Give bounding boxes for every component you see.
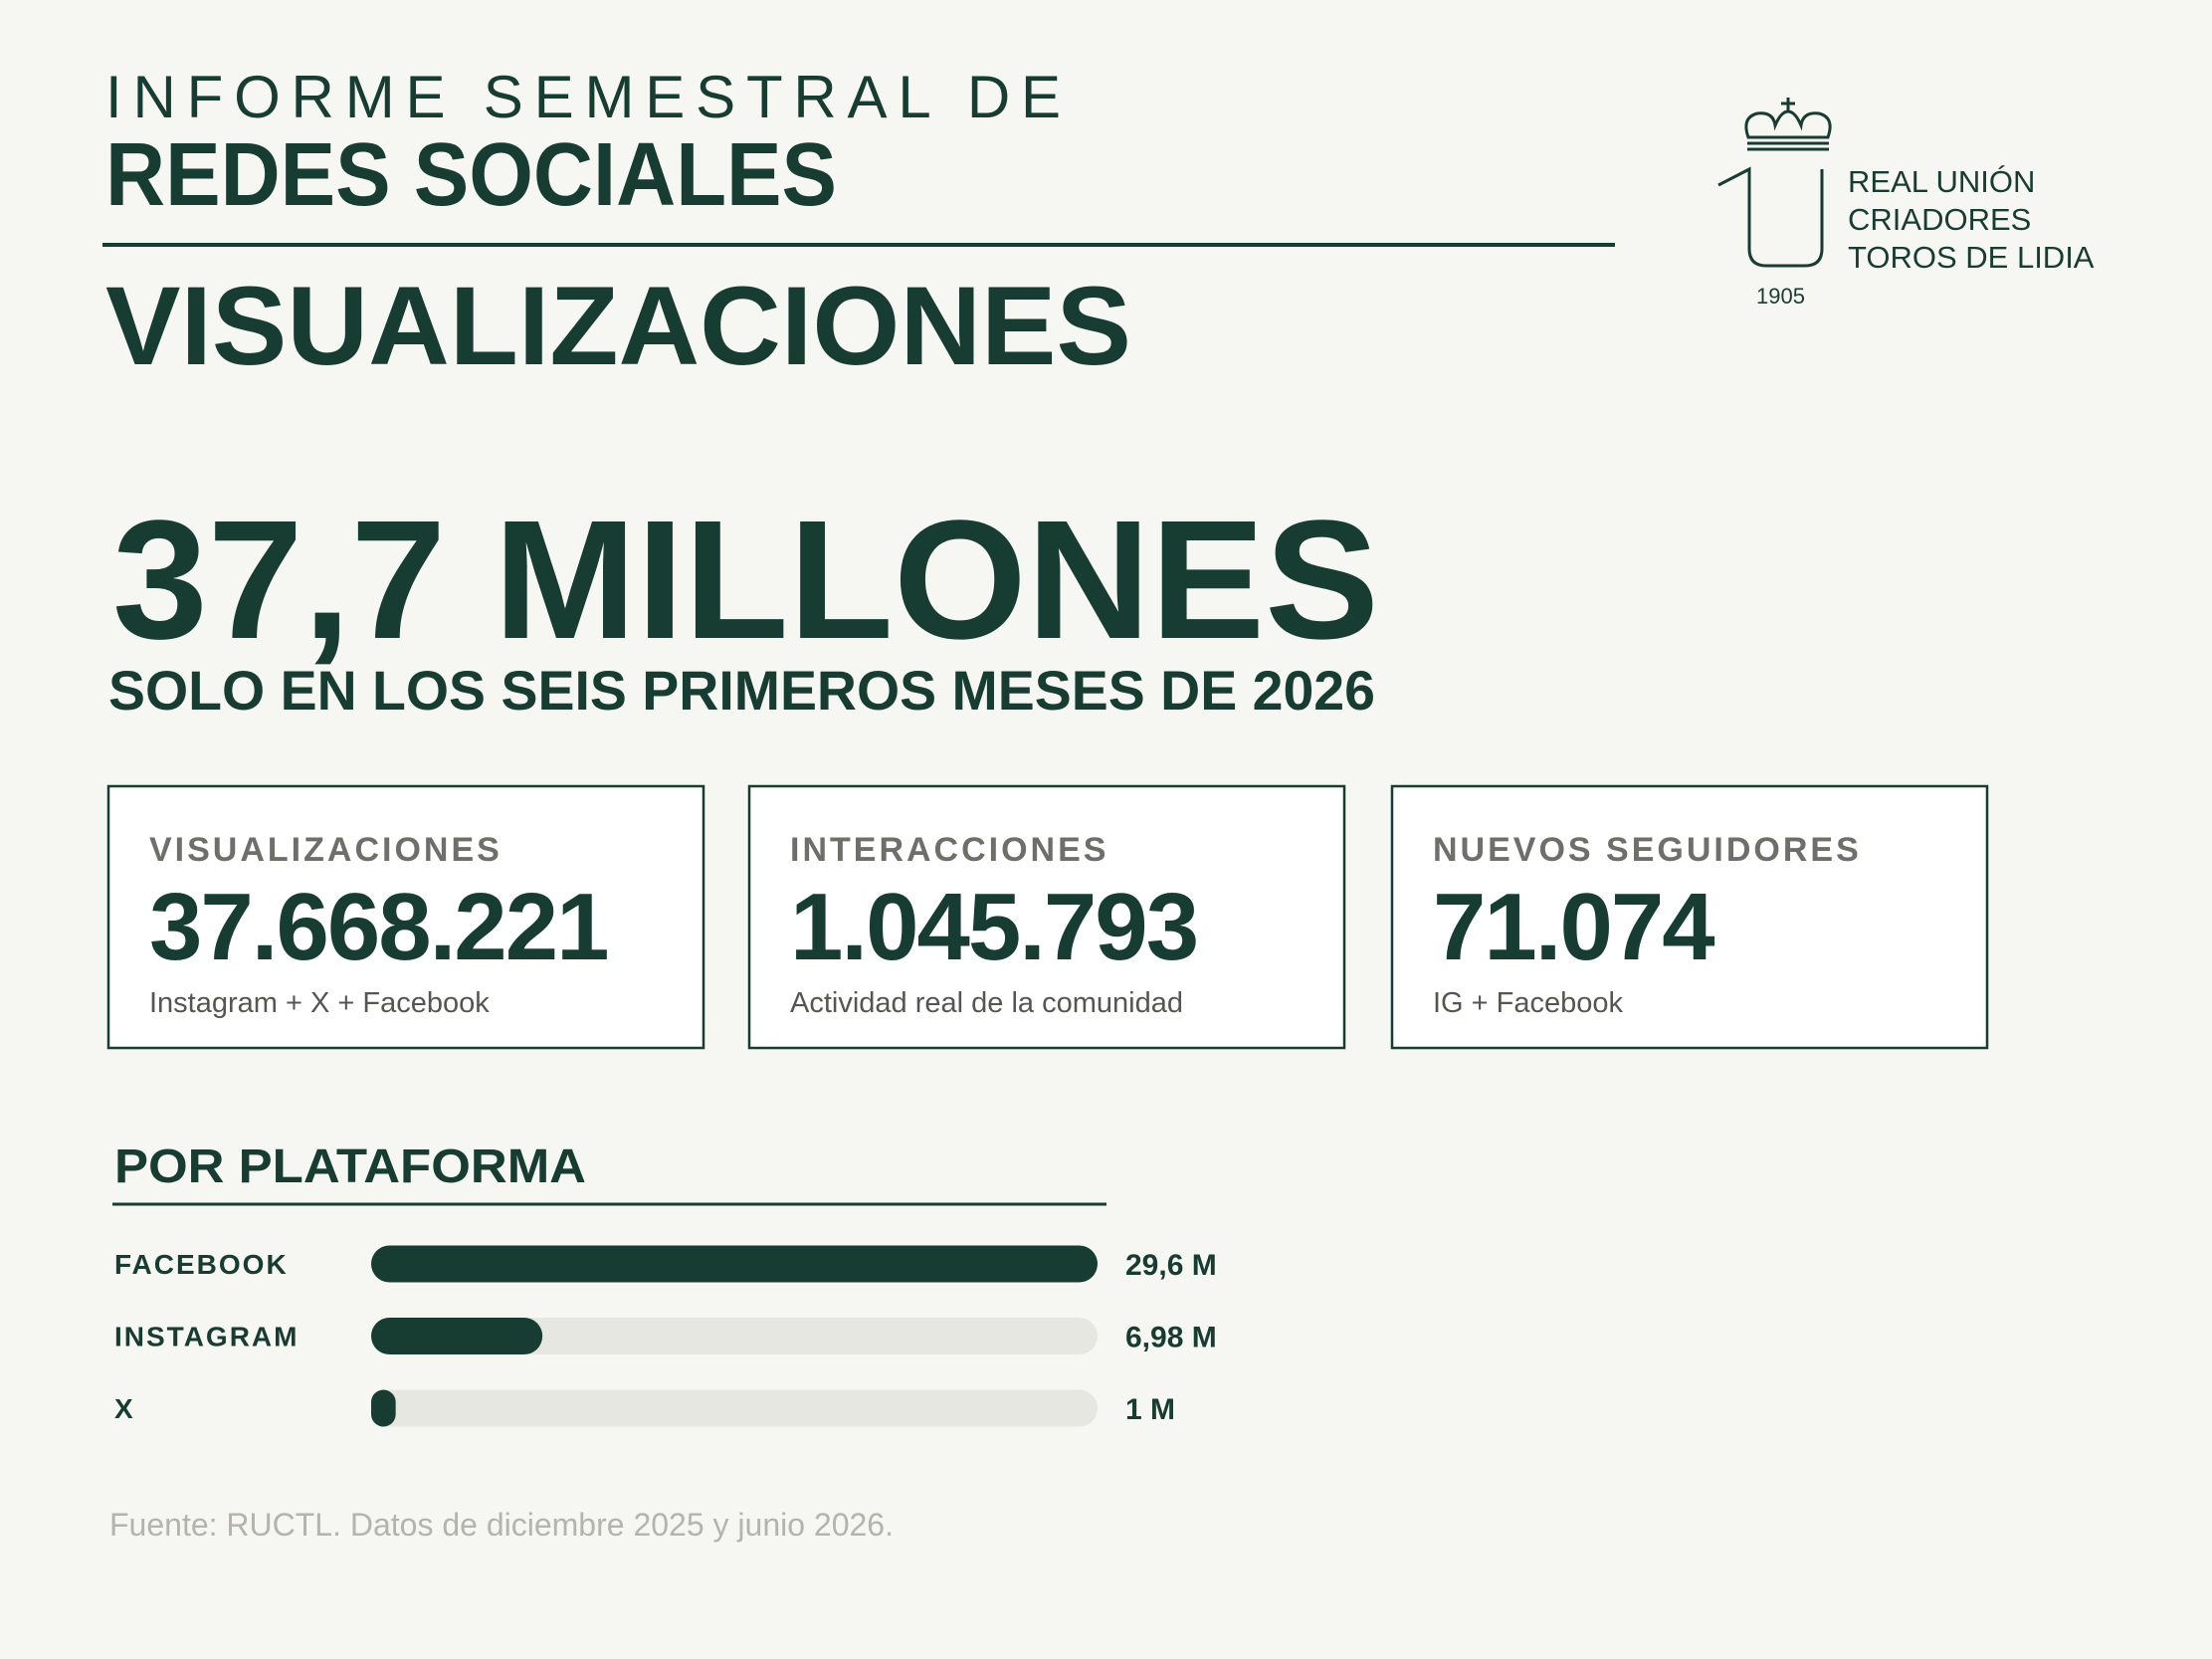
report-title: REDES SOCIALES [105,125,837,225]
kpi-card [1390,784,1989,1050]
logo [1717,98,1832,268]
kpi-value: 71.074 [1433,874,1714,980]
bar [371,1389,396,1427]
kpi-value: 37.668.221 [149,874,607,980]
category-label: X [114,1393,135,1424]
kpi-row: VISUALIZACIONES 37.668.221 Instagram + X +… [106,784,1989,1050]
logo-text: CRIADORES [1848,202,2031,237]
category-label: INSTAGRAM [114,1322,299,1352]
kpi-card [106,784,705,1050]
category-label: FACEBOOK [114,1249,289,1280]
bar-chart: FACEBOOK 29,6 M INSTAGRAM 6,98 M X 1 M [114,1245,1217,1427]
logo-crown-base [1747,141,1829,151]
kpi-label: INTERACCIONES [790,831,1108,869]
value-label: 6,98 M [1125,1322,1217,1354]
footer-source: Fuente: RUCTL. Datos de diciembre 2025 y… [109,1507,894,1543]
bar-track [371,1389,1098,1427]
chart-title: POR PLATAFORMA [114,1141,586,1193]
logo-year: 1905 [1756,284,1805,309]
kpi-note: Actividad real de la comunidad [790,987,1183,1019]
logo-text: TOROS DE LIDIA [1848,240,2095,275]
headline-value: 37,7 MILLONES [112,486,1379,675]
kpi-label: NUEVOS SEGUIDORES [1433,831,1862,869]
logo-emblem [1717,166,1824,268]
bar [371,1318,543,1354]
kpi-card [747,784,1346,1050]
kpi-value: 1.045.793 [790,874,1197,980]
bar-track [371,1318,1098,1354]
logo-cross [1781,98,1795,111]
kpi-label: VISUALIZACIONES [149,831,503,869]
value-label: 1 M [1125,1393,1175,1426]
kpi-note: Instagram + X + Facebook [149,987,490,1019]
bar [371,1245,1098,1283]
headline-subtitle: SOLO EN LOS SEIS PRIMEROS MESES DE 2026 [108,659,1375,722]
section-title: VISUALIZACIONES [105,264,1131,388]
logo-crown [1744,109,1832,139]
kpi-note: IG + Facebook [1433,987,1624,1019]
value-label: 29,6 M [1125,1249,1217,1282]
logo-text: REAL UNIÓN [1848,164,2035,199]
